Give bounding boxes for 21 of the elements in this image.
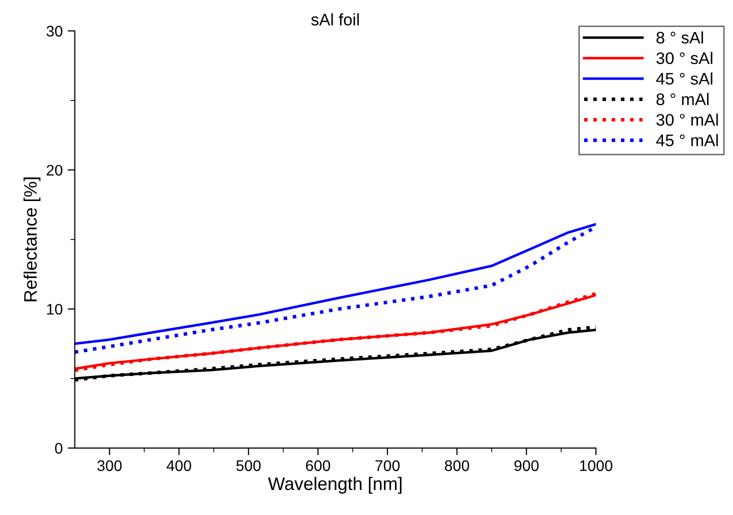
legend-label: 8 ° mAl <box>656 92 709 106</box>
y-tick-label: 20 <box>46 164 62 176</box>
chart-title: sAl foil <box>311 13 359 26</box>
x-tick-label: 700 <box>376 460 400 472</box>
y-tick-label: 30 <box>46 26 62 37</box>
y-axis-title: Reflectance [%] <box>24 178 40 302</box>
legend-label: 45 ° sAl <box>656 72 712 85</box>
legend-label: 8 ° sAl <box>656 31 704 44</box>
x-tick-label: 900 <box>514 460 539 472</box>
x-tick-label: 800 <box>444 460 470 472</box>
x-axis-title: Wavelength [nm] <box>268 476 402 494</box>
x-tick-label: 1000 <box>580 460 612 472</box>
x-tick-label: 400 <box>166 460 192 472</box>
x-tick-label: 600 <box>306 460 330 472</box>
x-tick-label: 500 <box>236 460 261 472</box>
legend-label: 45 ° mAl <box>656 134 718 146</box>
legend-label: 30 ° sAl <box>656 52 712 64</box>
x-tick-label: 300 <box>97 460 122 472</box>
y-tick-label: 0 <box>55 442 62 454</box>
legend-label: 30 ° mAl <box>656 114 718 126</box>
y-tick-label: 10 <box>47 304 62 315</box>
